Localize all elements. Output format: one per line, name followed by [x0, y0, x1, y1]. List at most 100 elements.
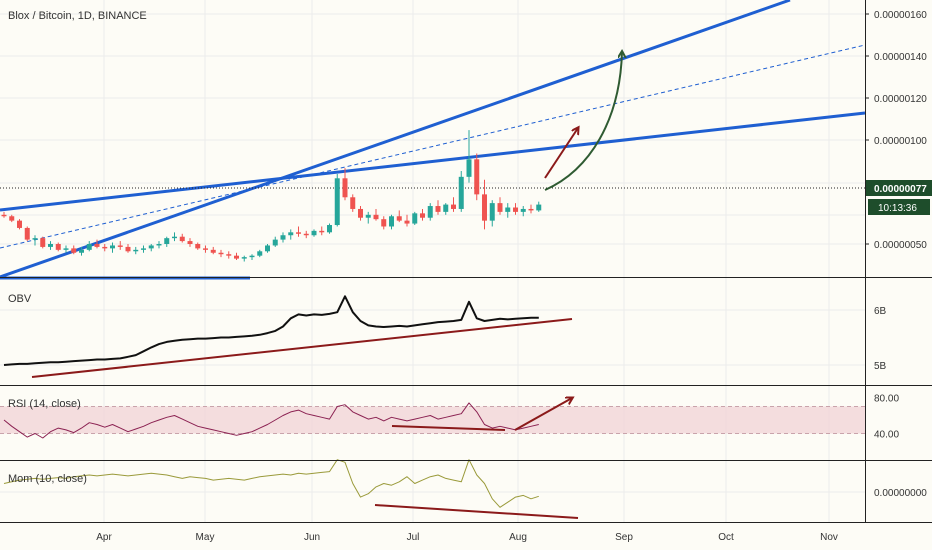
annotation-back-layer [0, 0, 866, 434]
candle-body-59 [458, 176, 464, 209]
candle-body-0 [1, 214, 7, 217]
candle-body-8 [63, 248, 69, 250]
series-layer [1, 130, 542, 508]
annotation-front-layer [31, 52, 622, 519]
candle-body-61 [474, 159, 480, 195]
candle-body-38 [296, 232, 301, 234]
rsi-trendline [391, 425, 506, 431]
candle-body-49 [381, 219, 387, 227]
rsi-band [0, 406, 865, 434]
candle-body-34 [265, 245, 270, 252]
candle-body-1 [9, 216, 15, 221]
channel-mid-line [0, 44, 866, 249]
candle-body-14 [110, 245, 115, 249]
candle-body-31 [241, 257, 247, 259]
candle-body-30 [234, 255, 239, 259]
candle-body-13 [102, 246, 108, 249]
mom-trendline [374, 504, 579, 519]
price-tick-label-1: 0.00000140 [874, 52, 927, 63]
obv-series-line [3, 295, 539, 366]
candle-body-22 [172, 236, 177, 239]
candle-body-32 [249, 255, 255, 258]
channel-lower-line [0, 111, 866, 212]
obv-tick-label-1: 5B [874, 361, 887, 372]
rsi-label: RSI (14, close) [8, 398, 81, 410]
candle-body-2 [17, 220, 22, 228]
candle-body-17 [133, 249, 139, 252]
rsi-tick-label-1: 40.00 [874, 430, 899, 441]
candle-body-53 [412, 213, 418, 224]
candle-body-40 [311, 230, 317, 236]
candle-body-57 [443, 204, 449, 212]
obv-tick-label-0: 6B [874, 306, 887, 317]
current-price-label: 0.00000077 [874, 184, 927, 195]
x-tick-label-6: Oct [718, 532, 734, 543]
candle-body-19 [148, 245, 154, 249]
candle-body-56 [435, 206, 441, 212]
candle-body-44 [342, 178, 348, 198]
candle-body-45 [350, 197, 356, 209]
candle-body-15 [117, 245, 123, 247]
candle-body-6 [48, 244, 53, 247]
candle-body-37 [288, 232, 294, 236]
rsi-series-line [3, 402, 539, 439]
candle-body-5 [40, 238, 46, 247]
obv-label: OBV [8, 293, 32, 305]
candle-body-64 [497, 203, 503, 212]
candle-body-43 [334, 178, 340, 226]
price-up-arrow [544, 128, 578, 179]
candle-body-29 [226, 254, 232, 256]
candle-body-68 [528, 208, 534, 211]
mom-label: Mom (10, close) [8, 473, 87, 485]
mom-series-line [3, 459, 539, 508]
candle-body-9 [71, 248, 77, 253]
candle-body-66 [513, 207, 518, 212]
x-tick-label-5: Sep [615, 532, 633, 543]
mom-tick-label-0: 0.00000000 [874, 488, 927, 499]
x-tick-label-1: May [196, 532, 215, 543]
candle-body-36 [280, 235, 286, 240]
candle-body-12 [94, 244, 100, 247]
candle-body-55 [427, 206, 433, 218]
candle-body-47 [365, 214, 371, 218]
x-tick-label-0: Apr [96, 532, 112, 543]
candle-body-48 [373, 214, 379, 220]
candle-body-11 [86, 244, 92, 250]
candle-body-21 [164, 238, 170, 244]
candle-body-35 [272, 239, 278, 246]
curved-arrow-up [544, 52, 622, 191]
current-price-badge [866, 180, 932, 196]
candle-body-67 [520, 208, 526, 212]
candle-body-18 [141, 248, 146, 250]
candle-body-46 [358, 208, 363, 218]
candle-body-7 [55, 244, 61, 250]
candle-body-3 [24, 227, 30, 240]
candle-body-26 [203, 248, 208, 250]
candle-body-4 [32, 238, 38, 240]
candle-body-65 [505, 207, 511, 212]
candle-body-24 [187, 241, 193, 244]
price-tick-label-3: 0.00000100 [874, 136, 927, 147]
candle-body-33 [257, 251, 263, 256]
candle-body-69 [536, 204, 542, 211]
candle-body-20 [156, 244, 162, 246]
candle-body-42 [327, 225, 332, 233]
candle-body-54 [420, 213, 425, 218]
chart-title: Blox / Bitcoin, 1D, BINANCE [8, 10, 147, 22]
x-tick-label-2: Jun [304, 532, 320, 543]
candle-body-25 [195, 244, 201, 249]
x-tick-label-4: Aug [509, 532, 527, 543]
rsi-tick-label-0: 80.00 [874, 394, 899, 405]
x-tick-label-3: Jul [407, 532, 420, 543]
candle-body-41 [319, 230, 325, 233]
obv-trendline [31, 318, 573, 378]
price-tick-label-4: 0.00000050 [874, 240, 927, 251]
candle-body-10 [79, 249, 84, 253]
candle-body-50 [389, 216, 394, 227]
candle-body-51 [396, 216, 402, 221]
candle-body-63 [489, 203, 495, 221]
candle-body-16 [125, 246, 131, 252]
candle-body-52 [404, 220, 410, 224]
